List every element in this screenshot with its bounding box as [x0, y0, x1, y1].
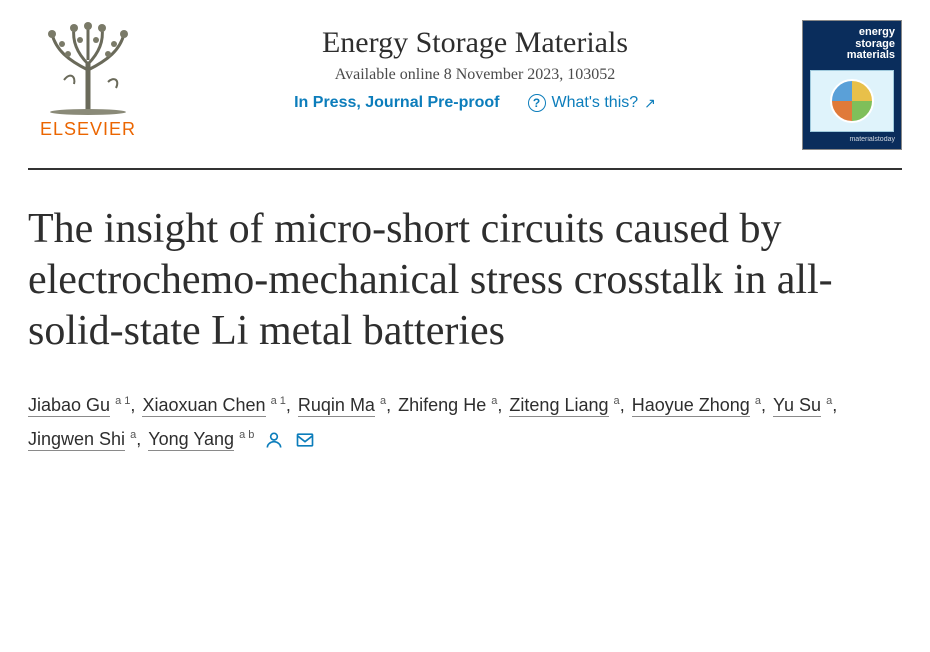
author-affiliation: a [127, 429, 136, 441]
author[interactable]: Yong Yang a b [148, 429, 254, 449]
author-name: Zhifeng He [398, 395, 486, 416]
author-name[interactable]: Ruqin Ma [298, 395, 375, 417]
author[interactable]: Jiabao Gu a 1 [28, 395, 130, 415]
author-affiliation: a [611, 395, 620, 407]
whats-this-label: What's this? [552, 94, 639, 112]
article-header: ELSEVIER Energy Storage Materials Availa… [28, 20, 902, 170]
author[interactable]: Yu Su a [773, 395, 832, 415]
cover-footer: materialstoday [809, 136, 895, 143]
article-title: The insight of micro-short circuits caus… [28, 204, 902, 358]
author-name[interactable]: Haoyue Zhong [632, 395, 750, 417]
corresponding-author-icons [264, 430, 316, 450]
author-separator: , [832, 395, 837, 415]
whats-this-link[interactable]: ? What's this? ↗ [528, 94, 656, 112]
author-affiliation: a 1 [268, 395, 286, 407]
journal-title[interactable]: Energy Storage Materials [168, 26, 782, 60]
elsevier-tree-logo [38, 20, 138, 115]
availability-line: Available online 8 November 2023, 103052 [168, 66, 782, 84]
author-affiliation: a b [236, 429, 254, 441]
author-separator: , [136, 429, 146, 449]
author-affiliation: a 1 [112, 395, 130, 407]
envelope-icon[interactable] [294, 430, 316, 450]
author-separator: , [620, 395, 630, 415]
author-separator: , [761, 395, 771, 415]
author[interactable]: Xiaoxuan Chen a 1 [142, 395, 285, 415]
external-link-icon: ↗ [644, 95, 656, 112]
author[interactable]: Jingwen Shi a [28, 429, 136, 449]
author-affiliation: a [823, 395, 832, 407]
author-separator: , [130, 395, 140, 415]
cover-disc-graphic [830, 79, 874, 123]
help-icon: ? [528, 94, 546, 112]
journal-meta: Energy Storage Materials Available onlin… [168, 20, 782, 112]
author-name[interactable]: Jiabao Gu [28, 395, 110, 417]
author-list: Jiabao Gu a 1, Xiaoxuan Chen a 1, Ruqin … [28, 388, 902, 456]
author[interactable]: Haoyue Zhong a [632, 395, 761, 415]
author-name[interactable]: Jingwen Shi [28, 429, 125, 451]
publisher-name: ELSEVIER [40, 119, 136, 140]
author-affiliation: a [752, 395, 761, 407]
author-name[interactable]: Xiaoxuan Chen [142, 395, 265, 417]
author[interactable]: Ziteng Liang a [509, 395, 619, 415]
author: Zhifeng He a [398, 395, 497, 415]
author-name[interactable]: Ziteng Liang [509, 395, 608, 417]
author-affiliation: a [377, 395, 386, 407]
author-separator: , [386, 395, 396, 415]
author-name[interactable]: Yong Yang [148, 429, 234, 451]
author-name[interactable]: Yu Su [773, 395, 821, 417]
in-press-status: In Press, Journal Pre-proof [294, 94, 499, 112]
publisher-block: ELSEVIER [28, 20, 148, 140]
cover-title: energy storage materials [809, 27, 895, 62]
author-separator: , [497, 395, 507, 415]
journal-cover-thumbnail[interactable]: energy storage materials materialstoday [802, 20, 902, 150]
author[interactable]: Ruqin Ma a [298, 395, 386, 415]
status-line: In Press, Journal Pre-proof ? What's thi… [168, 94, 782, 112]
cover-art [810, 70, 894, 132]
author-separator: , [286, 395, 296, 415]
person-icon[interactable] [264, 430, 284, 450]
